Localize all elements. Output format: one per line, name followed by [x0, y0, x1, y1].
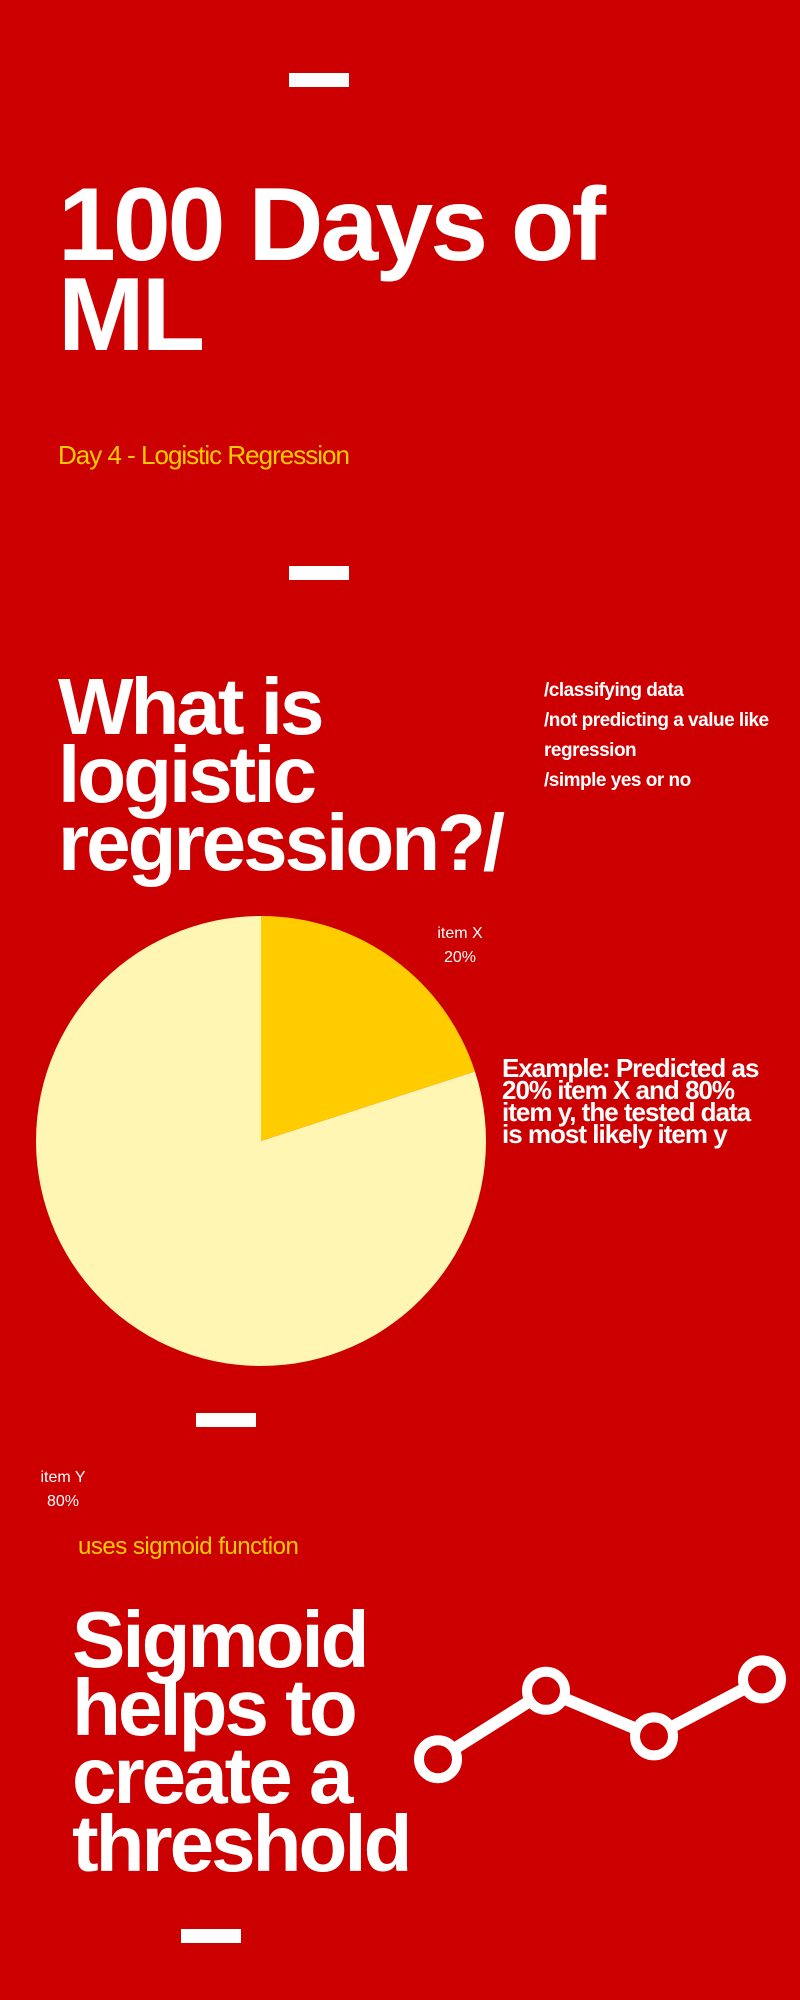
line-graph-line — [434, 1674, 765, 1765]
note-item: /simple yes or no — [544, 770, 691, 791]
sigmoid-note: uses sigmoid function — [78, 1533, 299, 1560]
line-graph-icon — [414, 1655, 786, 1784]
page-title: 100 Days of ML — [58, 167, 606, 373]
pie-label-name: item Y — [40, 1469, 86, 1486]
pie-label-item-x: item X 20% — [415, 922, 505, 970]
pie-label-value: 20% — [443, 949, 477, 966]
divider-dash — [196, 1413, 256, 1427]
divider-dash — [181, 1929, 241, 1943]
pie-chart — [36, 916, 486, 1366]
divider-dash — [289, 566, 349, 580]
notes-list: /classifying data /not predicting a valu… — [544, 676, 794, 796]
note-item: /not predicting a value like regression — [544, 710, 769, 761]
pie-label-name: item X — [437, 925, 483, 942]
pie-label-item-y: item Y 80% — [18, 1466, 108, 1514]
pie-slice-item-y — [36, 916, 486, 1366]
example-text: Example: Predicted as 20% item X and 80%… — [502, 1053, 759, 1149]
line-graph-node — [414, 1735, 462, 1784]
pie-slice-item-x — [261, 916, 475, 1141]
line-graph-node — [738, 1655, 786, 1704]
line-graph-node — [630, 1712, 678, 1761]
divider-dash — [289, 73, 349, 87]
page-subtitle: Day 4 - Logistic Regression — [58, 440, 350, 470]
line-graph-node — [522, 1666, 570, 1715]
sigmoid-heading: Sigmoid helps to create a threshold — [72, 1595, 412, 1888]
pie-label-value: 80% — [46, 1493, 80, 1510]
section-heading: What is logistic regression?/ — [58, 662, 505, 887]
note-item: /classifying data — [544, 680, 684, 701]
